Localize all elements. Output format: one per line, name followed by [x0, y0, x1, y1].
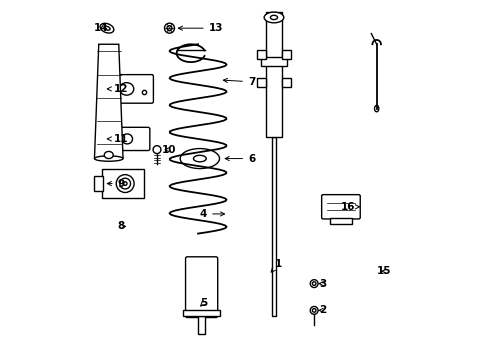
Text: 10: 10 [162, 145, 176, 155]
Text: 9: 9 [107, 179, 124, 189]
FancyBboxPatch shape [100, 75, 153, 103]
Ellipse shape [122, 134, 132, 144]
Text: 15: 15 [376, 266, 390, 276]
Text: 2: 2 [319, 305, 326, 315]
Ellipse shape [309, 280, 317, 288]
Ellipse shape [312, 309, 315, 312]
Ellipse shape [108, 90, 112, 95]
Ellipse shape [193, 155, 206, 162]
Text: 11: 11 [107, 134, 128, 144]
Ellipse shape [264, 12, 283, 23]
Ellipse shape [270, 15, 277, 19]
FancyBboxPatch shape [282, 78, 290, 87]
Text: 8: 8 [118, 221, 125, 231]
Ellipse shape [123, 182, 127, 185]
Ellipse shape [104, 152, 113, 158]
FancyBboxPatch shape [102, 169, 144, 198]
FancyBboxPatch shape [183, 310, 220, 316]
Text: 14: 14 [94, 23, 109, 33]
Polygon shape [94, 44, 123, 158]
Text: 13: 13 [178, 23, 223, 33]
Ellipse shape [119, 83, 134, 95]
Text: 6: 6 [224, 154, 255, 163]
FancyBboxPatch shape [198, 316, 204, 334]
FancyBboxPatch shape [100, 127, 149, 150]
FancyBboxPatch shape [94, 176, 103, 191]
Text: 3: 3 [319, 279, 326, 289]
Ellipse shape [164, 23, 174, 33]
Ellipse shape [166, 26, 172, 31]
Ellipse shape [180, 149, 219, 168]
Ellipse shape [103, 26, 110, 30]
Ellipse shape [309, 306, 317, 314]
FancyBboxPatch shape [265, 12, 282, 137]
FancyBboxPatch shape [321, 195, 360, 219]
Ellipse shape [116, 175, 134, 193]
Ellipse shape [312, 282, 315, 285]
Text: 16: 16 [340, 202, 359, 212]
Text: 7: 7 [223, 77, 255, 87]
FancyBboxPatch shape [282, 50, 290, 59]
Ellipse shape [100, 23, 114, 33]
FancyBboxPatch shape [271, 137, 276, 316]
Ellipse shape [94, 156, 123, 161]
FancyBboxPatch shape [257, 50, 265, 59]
Text: 1: 1 [270, 259, 282, 272]
Ellipse shape [142, 90, 146, 95]
Ellipse shape [153, 146, 161, 154]
Text: 12: 12 [107, 84, 128, 94]
FancyBboxPatch shape [260, 57, 287, 66]
FancyBboxPatch shape [257, 78, 265, 87]
Text: 5: 5 [200, 298, 206, 308]
Text: 4: 4 [199, 209, 224, 219]
FancyBboxPatch shape [185, 257, 217, 318]
FancyBboxPatch shape [329, 217, 351, 224]
Ellipse shape [374, 105, 378, 112]
Ellipse shape [120, 178, 130, 189]
